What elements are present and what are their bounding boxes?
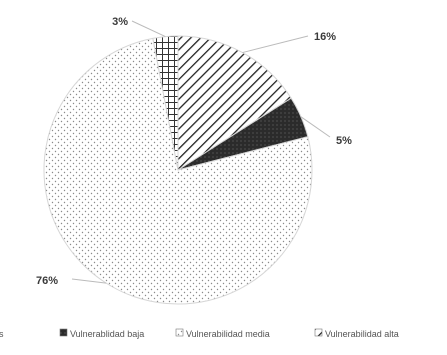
leader-line xyxy=(300,116,331,138)
pie-slices xyxy=(43,35,313,305)
legend-label: Vulnerabilidad media xyxy=(186,329,270,339)
legend-item: es xyxy=(0,329,4,339)
data-label: 3% xyxy=(112,16,128,28)
pie-slice-sin-vulnerabilidades xyxy=(152,35,179,171)
data-label: 76% xyxy=(36,275,58,287)
leader-line xyxy=(71,278,107,284)
legend-item: Vulnerabilidad media xyxy=(175,328,270,339)
data-label: 16% xyxy=(314,31,336,43)
data-label: 5% xyxy=(336,135,352,147)
legend-swatch xyxy=(175,328,184,337)
legend: es Vulnerablidad baja Vulnerabilidad media… xyxy=(0,328,399,339)
pie-slice-vulnerabilidad-media xyxy=(43,37,313,305)
legend-swatch xyxy=(314,328,323,337)
leader-line xyxy=(242,35,309,54)
legend-item: Vulnerabilidad alta xyxy=(314,328,399,339)
legend-label: es xyxy=(0,329,4,339)
pie-data-labels: 16% 5% 76% 3% xyxy=(36,16,352,287)
legend-label: Vulnerabilidad alta xyxy=(325,329,399,339)
legend-label: Vulnerablidad baja xyxy=(70,329,144,339)
legend-swatch xyxy=(59,328,68,337)
legend-item: Vulnerablidad baja xyxy=(59,328,144,339)
leader-line xyxy=(131,20,166,38)
